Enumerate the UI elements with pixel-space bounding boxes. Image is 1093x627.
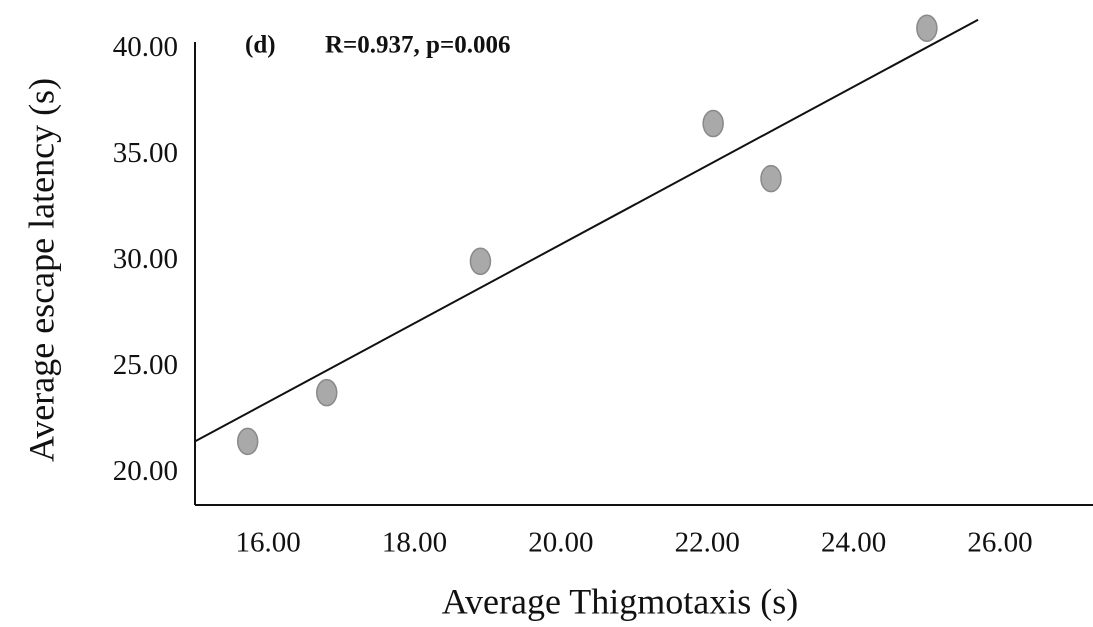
x-tick-label: 22.00 [675,527,740,559]
x-tick-label: 24.00 [821,527,886,559]
x-tick-label: 18.00 [382,527,447,559]
point [916,14,938,42]
stats-annotation: R=0.937, p=0.006 [325,32,510,59]
y-tick-label: 40.00 [113,31,178,63]
x-tick-label: 20.00 [528,527,593,559]
y-tick-label: 30.00 [113,243,178,275]
point [702,109,724,138]
x-axis-title: Average Thigmotaxis (s) [442,581,799,621]
y-tick-label: 35.00 [113,137,178,169]
y-tick-label: 25.00 [113,349,178,381]
point [469,247,492,276]
x-tick-label: 26.00 [967,527,1032,559]
point [760,164,782,193]
x-tick-label: 16.00 [236,527,301,559]
panel-label: (d) [245,32,276,59]
y-axis-title: Average escape latency (s) [21,78,61,462]
y-tick-label: 20.00 [113,455,178,487]
point [315,378,338,407]
trend-line [194,18,979,443]
point [236,427,259,456]
